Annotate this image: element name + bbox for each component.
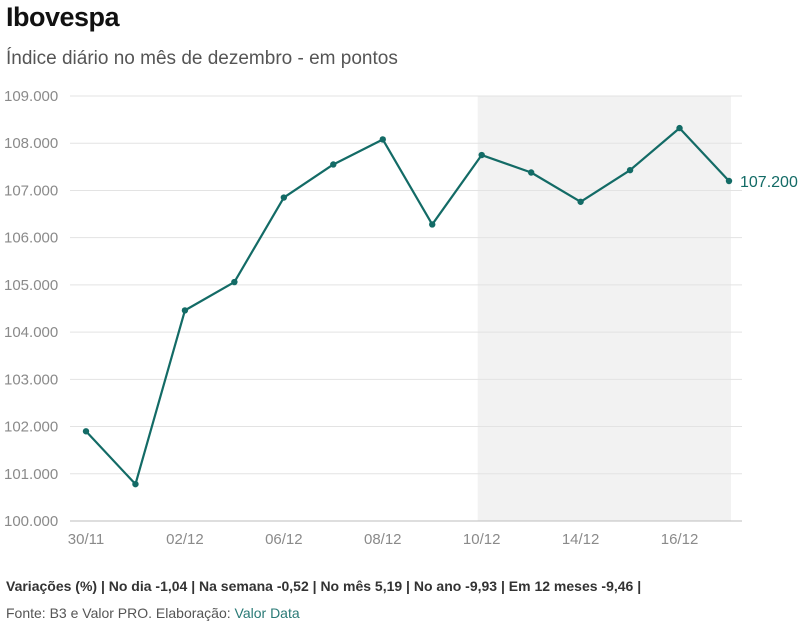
data-point xyxy=(577,198,584,205)
x-tick-label: 16/12 xyxy=(661,531,699,548)
source-text: Fonte: B3 e Valor PRO. Elaboração: xyxy=(6,605,235,621)
chart-subtitle: Índice diário no mês de dezembro - em po… xyxy=(6,48,398,69)
y-tick-label: 102.000 xyxy=(4,419,58,436)
data-point xyxy=(231,278,238,286)
data-point xyxy=(527,169,535,176)
x-tick-label: 08/12 xyxy=(364,531,402,548)
x-tick-label: 30/11 xyxy=(68,531,104,548)
y-tick-label: 104.000 xyxy=(4,324,58,341)
data-point xyxy=(478,151,485,159)
end-value-label: 107.200 xyxy=(740,174,798,191)
y-tick-label: 103.000 xyxy=(4,371,58,388)
x-tick-label: 14/12 xyxy=(562,531,600,548)
y-tick-label: 108.000 xyxy=(4,135,58,152)
series-line xyxy=(85,127,730,486)
highlight-band xyxy=(477,96,731,521)
data-point xyxy=(379,136,386,143)
data-point xyxy=(280,194,288,201)
source-link[interactable]: Valor Data xyxy=(234,605,300,621)
data-point xyxy=(725,177,733,185)
x-tick-label: 10/12 xyxy=(463,531,501,548)
y-tick-label: 107.000 xyxy=(4,182,58,199)
data-point xyxy=(330,161,337,168)
y-tick-label: 101.000 xyxy=(4,466,58,483)
y-tick-label: 109.000 xyxy=(4,88,58,105)
source-note: Fonte: B3 e Valor PRO. Elaboração: Valor… xyxy=(6,605,300,621)
data-point xyxy=(132,480,139,488)
data-point xyxy=(626,166,634,174)
x-tick-label: 02/12 xyxy=(166,531,204,548)
y-tick-label: 100.000 xyxy=(4,513,58,530)
data-point xyxy=(429,221,436,228)
data-point xyxy=(181,307,189,314)
x-tick-label: 06/12 xyxy=(265,531,303,548)
data-point xyxy=(82,428,90,435)
chart-title: Ibovespa xyxy=(6,2,120,32)
variations-summary: Variações (%) | No dia -1,04 | Na semana… xyxy=(6,578,642,594)
y-tick-label: 106.000 xyxy=(4,230,58,247)
data-point xyxy=(676,124,683,132)
y-tick-label: 105.000 xyxy=(4,277,58,294)
